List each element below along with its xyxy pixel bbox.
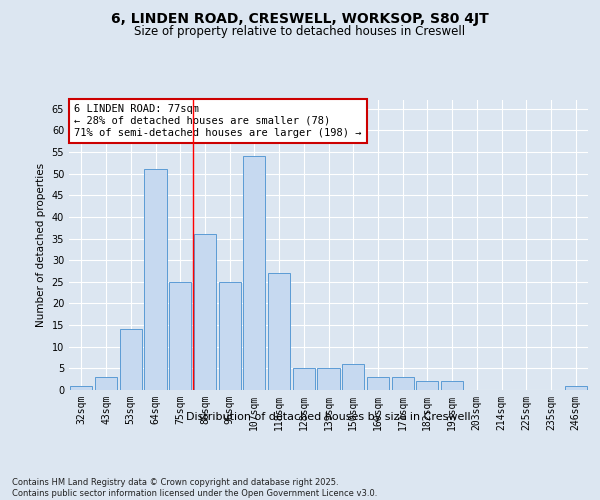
Text: Distribution of detached houses by size in Creswell: Distribution of detached houses by size … bbox=[187, 412, 471, 422]
Bar bbox=[169, 282, 191, 390]
Bar bbox=[441, 382, 463, 390]
Bar bbox=[95, 377, 117, 390]
Text: 6, LINDEN ROAD, CRESWELL, WORKSOP, S80 4JT: 6, LINDEN ROAD, CRESWELL, WORKSOP, S80 4… bbox=[111, 12, 489, 26]
Bar bbox=[243, 156, 265, 390]
Bar bbox=[367, 377, 389, 390]
Bar bbox=[293, 368, 315, 390]
Text: Contains HM Land Registry data © Crown copyright and database right 2025.
Contai: Contains HM Land Registry data © Crown c… bbox=[12, 478, 377, 498]
Bar bbox=[145, 170, 167, 390]
Bar bbox=[119, 330, 142, 390]
Text: 6 LINDEN ROAD: 77sqm
← 28% of detached houses are smaller (78)
71% of semi-detac: 6 LINDEN ROAD: 77sqm ← 28% of detached h… bbox=[74, 104, 362, 138]
Y-axis label: Number of detached properties: Number of detached properties bbox=[36, 163, 46, 327]
Bar bbox=[70, 386, 92, 390]
Bar bbox=[565, 386, 587, 390]
Bar bbox=[342, 364, 364, 390]
Text: Size of property relative to detached houses in Creswell: Size of property relative to detached ho… bbox=[134, 25, 466, 38]
Bar bbox=[268, 273, 290, 390]
Bar bbox=[194, 234, 216, 390]
Bar bbox=[416, 382, 439, 390]
Bar bbox=[392, 377, 414, 390]
Bar bbox=[218, 282, 241, 390]
Bar bbox=[317, 368, 340, 390]
